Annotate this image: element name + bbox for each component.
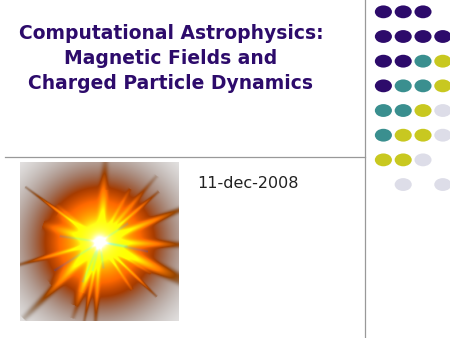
Circle shape: [434, 129, 450, 142]
Circle shape: [395, 153, 412, 166]
Circle shape: [395, 55, 412, 68]
Text: Computational Astrophysics:
Magnetic Fields and
Charged Particle Dynamics: Computational Astrophysics: Magnetic Fie…: [19, 24, 323, 93]
Circle shape: [414, 79, 432, 92]
Circle shape: [395, 5, 412, 18]
Circle shape: [375, 153, 392, 166]
Circle shape: [375, 30, 392, 43]
Circle shape: [414, 153, 432, 166]
Circle shape: [434, 30, 450, 43]
Circle shape: [414, 129, 432, 142]
Circle shape: [434, 178, 450, 191]
Circle shape: [375, 129, 392, 142]
Circle shape: [395, 30, 412, 43]
Text: 11-dec-2008: 11-dec-2008: [197, 176, 298, 191]
Circle shape: [375, 5, 392, 18]
Circle shape: [395, 79, 412, 92]
Circle shape: [434, 104, 450, 117]
Circle shape: [375, 79, 392, 92]
Circle shape: [434, 79, 450, 92]
Circle shape: [395, 104, 412, 117]
Circle shape: [434, 55, 450, 68]
Circle shape: [395, 178, 412, 191]
Circle shape: [375, 55, 392, 68]
Circle shape: [395, 129, 412, 142]
Circle shape: [414, 55, 432, 68]
Circle shape: [414, 30, 432, 43]
Circle shape: [375, 104, 392, 117]
Circle shape: [414, 104, 432, 117]
Circle shape: [414, 5, 432, 18]
